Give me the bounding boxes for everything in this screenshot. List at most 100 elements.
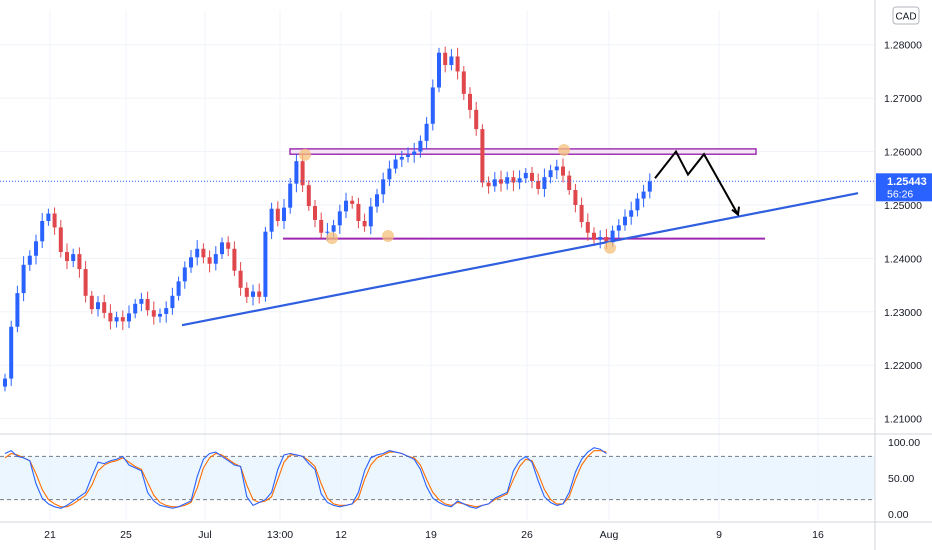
candle-body	[623, 216, 627, 226]
oscillator-tick-label: 50.00	[888, 473, 914, 485]
oscillator-tick-label: 100.00	[888, 437, 920, 449]
candle-body	[226, 242, 231, 249]
time-tick-label: 21	[44, 529, 56, 541]
candle-body	[647, 181, 652, 192]
candle-body	[523, 172, 528, 179]
time-tick-label: 16	[812, 529, 824, 541]
candle-body	[294, 161, 299, 184]
candle-body	[288, 183, 293, 208]
candle-body	[393, 159, 398, 169]
candle-body	[567, 175, 572, 191]
candle-body	[517, 178, 522, 183]
candle-body	[542, 177, 547, 189]
candle-body	[251, 291, 255, 297]
time-tick-label: 26	[521, 529, 533, 541]
currency-box	[892, 6, 920, 25]
candle-body	[83, 269, 88, 296]
candle-body	[9, 326, 14, 379]
candle-body	[102, 302, 107, 313]
candle-body	[34, 241, 38, 256]
currency-label: CAD	[895, 12, 916, 23]
oscillator-k-line	[4, 447, 607, 509]
candle-body	[331, 225, 336, 232]
candle-body	[3, 378, 7, 387]
candle-body	[399, 156, 404, 160]
candle-body	[412, 151, 417, 155]
candle-body	[592, 232, 596, 240]
candle-body	[536, 180, 541, 189]
price-tick-label: 1.24000	[884, 253, 922, 265]
candle-body	[554, 166, 559, 171]
candle-body	[133, 303, 138, 314]
candle-body	[418, 140, 423, 152]
candle-body	[356, 203, 361, 221]
candle-body	[573, 190, 578, 205]
price-tick-label: 1.27000	[884, 93, 922, 105]
time-tick-label: 19	[425, 529, 437, 541]
candle-body	[96, 302, 100, 310]
candle-body	[158, 313, 162, 317]
candle-body	[598, 237, 603, 240]
candle-body	[244, 287, 249, 297]
candle-body	[15, 293, 20, 327]
candle-body	[151, 310, 156, 317]
candle-body	[368, 206, 373, 227]
candle-body	[505, 177, 510, 184]
candle-body	[182, 267, 187, 282]
candle-body	[604, 237, 609, 243]
candle-countdown: 56:26	[887, 188, 913, 200]
candle-body	[337, 211, 342, 226]
price-tick-label: 1.23000	[884, 307, 922, 319]
candle-body	[207, 257, 212, 264]
oscillator-band	[0, 456, 875, 500]
candle-body	[282, 207, 286, 221]
candle-body	[46, 213, 51, 221]
candle-body	[362, 221, 367, 227]
candle-body	[579, 204, 584, 223]
candle-body	[406, 154, 410, 157]
candle-body	[461, 71, 466, 94]
stochastic-oscillator	[0, 447, 875, 509]
touch-point-highlight	[382, 229, 394, 242]
time-tick-label: Jul	[198, 529, 211, 541]
candle-body	[635, 198, 640, 211]
candle-body	[443, 52, 448, 66]
candle-body	[548, 170, 553, 178]
candle-body	[65, 251, 69, 262]
candle-body	[381, 179, 386, 195]
candle-body	[616, 225, 621, 231]
candle-body	[213, 254, 218, 264]
candle-body	[325, 231, 330, 233]
price-tick-label: 1.26000	[884, 147, 922, 159]
axis-labels: 1.21000 1.22000 1.23000 1.24000 1.25000 1.260…	[44, 6, 932, 541]
candle-body	[468, 93, 472, 110]
candle-body	[127, 313, 131, 322]
support-resistance-zones	[283, 148, 765, 240]
candle-body	[486, 182, 491, 187]
price-tick-label: 1.28000	[884, 40, 922, 52]
candle-body	[269, 208, 274, 232]
candle-body	[561, 166, 565, 176]
candle-body	[58, 227, 63, 252]
candle-body	[139, 298, 144, 304]
candle-body	[319, 219, 324, 233]
current-price-value: 1.25443	[887, 176, 927, 188]
candle-body	[455, 56, 460, 72]
candle-body	[585, 222, 590, 233]
candle-body	[263, 231, 268, 297]
current-price-box	[876, 173, 932, 202]
candle-body	[232, 248, 237, 271]
candle-body	[189, 257, 193, 268]
candle-body	[300, 161, 305, 186]
touch-point-highlight	[326, 232, 338, 245]
touch-point-highlight	[299, 148, 311, 161]
candle-body	[474, 109, 479, 130]
candlestick-series	[3, 46, 652, 392]
candle-body	[629, 210, 634, 217]
candle-body	[77, 254, 82, 270]
candle-body	[164, 308, 169, 314]
price-tick-label: 1.25000	[884, 200, 922, 212]
candle-body	[257, 291, 262, 297]
candle-body	[492, 179, 497, 187]
